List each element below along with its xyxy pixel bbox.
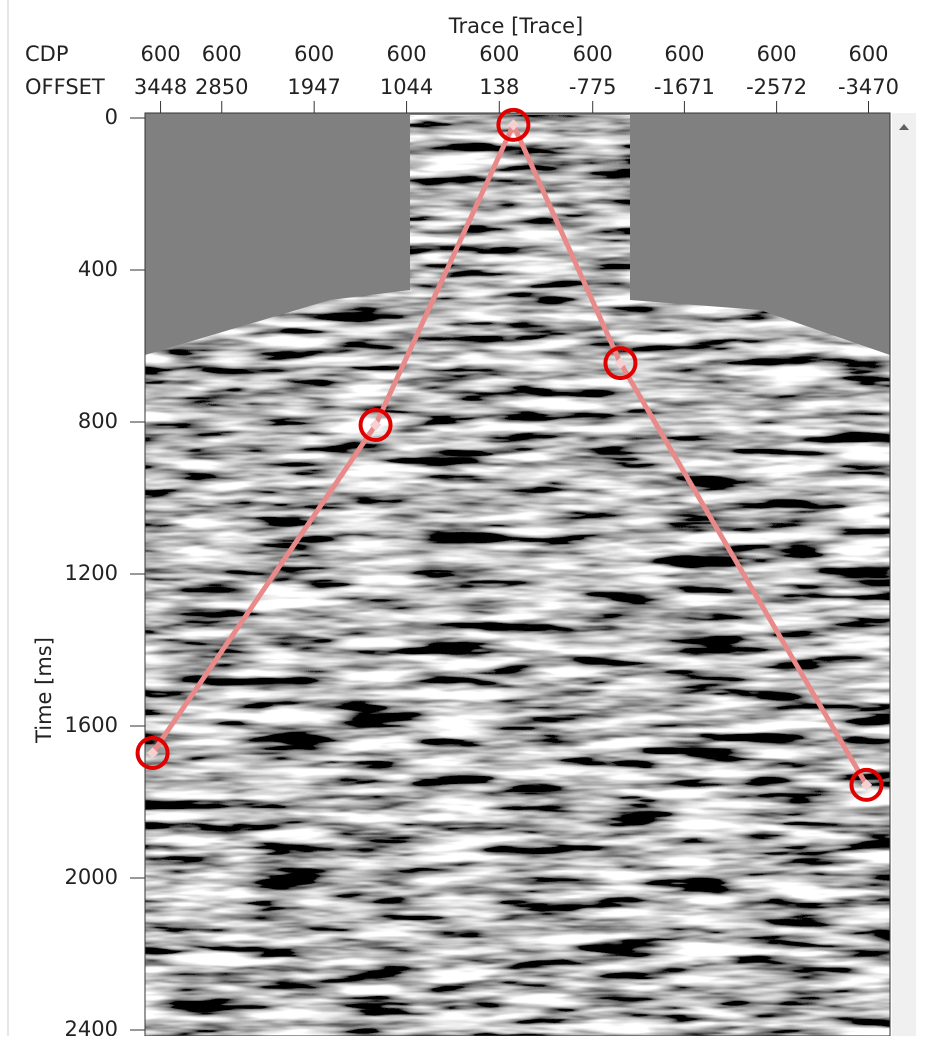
pick-marker: [496, 107, 531, 142]
x-tick-label: -2572: [746, 75, 807, 99]
cdp-label: 600: [573, 42, 613, 66]
y-tick-label: 800: [78, 409, 118, 433]
cdp-label: 600: [202, 42, 242, 66]
pick-point: [146, 747, 159, 759]
y-tick-label: 400: [78, 257, 118, 281]
pick-marker: [849, 767, 884, 802]
pick-point: [614, 357, 627, 369]
x-tick-label: -775: [569, 75, 617, 99]
cdp-label: 600: [848, 42, 888, 66]
cdp-label: 600: [294, 42, 334, 66]
y-tick-label: 2400: [65, 1017, 118, 1036]
x-axis-title: Trace [Trace]: [448, 14, 583, 38]
y-axis-title: Time [ms]: [32, 637, 56, 744]
x-tick-label: -3470: [838, 75, 899, 99]
cdp-label: 600: [141, 42, 181, 66]
x-tick-label: 3448: [134, 75, 187, 99]
cdp-label: 600: [479, 42, 519, 66]
row-header: CDP: [25, 42, 69, 66]
y-tick-label: 1200: [65, 561, 118, 585]
cdp-label: 600: [387, 42, 427, 66]
scroll-up-arrow[interactable]: [899, 124, 909, 130]
row-header: OFFSET: [25, 75, 105, 99]
x-tick-label: 1044: [380, 75, 433, 99]
x-tick-label: 138: [479, 75, 519, 99]
y-tick-label: 0: [105, 105, 118, 129]
x-tick-label: -1671: [654, 75, 715, 99]
y-tick-label: 1600: [65, 713, 118, 737]
pick-point: [369, 419, 382, 431]
pick-marker: [603, 346, 638, 381]
pick-marker: [135, 735, 170, 770]
cdp-label: 600: [757, 42, 797, 66]
x-tick-label: 1947: [287, 75, 340, 99]
x-tick-label: 2850: [195, 75, 248, 99]
pick-marker: [358, 408, 393, 443]
y-tick-label: 2000: [65, 865, 118, 889]
scrollbar[interactable]: [892, 113, 916, 1036]
cdp-label: 600: [664, 42, 704, 66]
pick-point: [860, 779, 873, 791]
